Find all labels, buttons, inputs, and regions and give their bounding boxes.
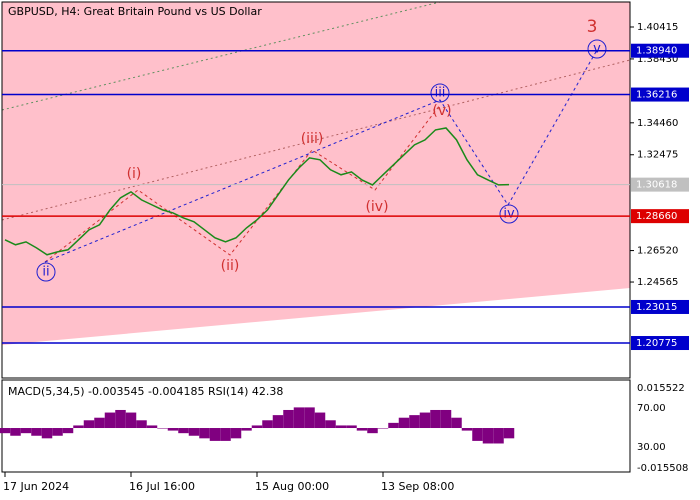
indicator-bar [52,428,63,436]
indicator-bar [430,409,441,429]
indicator-bar [146,425,158,429]
wave-label: ii [42,265,49,280]
y-tick-label: 1.38430 [637,54,678,65]
indicator-bar [73,425,84,429]
x-tick-label: 16 Jul 16:00 [129,480,195,493]
indicator-bar [409,415,420,429]
level-box [631,87,689,102]
indicator-bar [367,428,378,434]
indicator-tick-label: 70.00 [637,403,666,414]
indicator-bar [346,425,357,429]
wave-label: 3 [587,17,598,37]
x-tick-label: 13 Sep 08:00 [381,480,454,493]
indicator-bar [62,428,74,434]
indicator-bar [125,412,137,429]
indicator-bar [314,412,326,429]
indicator-tick-label: 30.00 [637,442,666,453]
indicator-bar [209,428,221,441]
y-tick-label: 1.26520 [637,246,678,257]
indicator-bar [419,412,431,429]
y-tick-label: 1.24565 [637,277,678,288]
wave-circle [430,83,450,103]
indicator-tick-label: 0.015522 [637,383,685,394]
indicator-bar [115,409,126,429]
y-tick-label: 1.40415 [637,22,678,33]
y-tick-label: 1.32475 [637,150,678,161]
wave-circle [36,262,56,282]
channel-line [1,1,441,111]
x-tick-label: 17 Jun 2024 [3,480,69,493]
indicator-bar [220,428,231,441]
indicator-bar [136,420,147,429]
wave-label: (v) [432,103,451,119]
indicator-bar [325,420,336,429]
indicator-bar [493,428,504,444]
indicator-bar [241,428,252,431]
level-label: 1.28660 [636,211,677,222]
indicator-bar [503,428,515,439]
indicator-bar [335,425,347,429]
wave-label: (iv) [365,199,388,215]
level-box [631,336,689,351]
level-label: 1.23015 [636,302,677,313]
indicator-bar [262,420,273,429]
indicator-bar [398,417,410,429]
indicator-bar [167,428,179,431]
wave-label: iv [503,207,515,222]
level-box [631,43,689,58]
indicator-bar [251,425,263,429]
price-line [4,127,510,256]
indicator-bar [388,422,399,429]
wave-circle [499,204,519,224]
wave-label: (i) [127,166,142,182]
wave-label: v [593,42,601,57]
indicator-bar [461,428,473,431]
indicator-tick-label: -0.015508 [637,463,688,474]
indicator-bar [31,428,42,436]
indicator-bar [472,428,483,441]
indicator-bar [199,428,210,439]
indicator-bar [83,420,95,429]
current-price-label: 1.30618 [636,180,677,191]
wave-path [44,104,441,263]
chart-title: GBPUSD, H4: Great Britain Pound vs US Do… [8,5,262,18]
indicator-bar [10,428,21,436]
wave-circle [587,39,607,59]
y-tick-label: 1.34460 [637,118,678,129]
wave-label: (iii) [301,131,324,147]
indicator-bar [178,428,189,434]
plot-frame [1,1,631,379]
indicator-frame [1,379,631,473]
indicator-bar [104,412,116,429]
channel-fill [2,2,630,345]
indicator-bar [451,417,462,429]
indicator-bar [293,407,305,429]
indicator-bar [20,428,32,434]
indicator-title: MACD(5,34,5) -0.003545 -0.004185 RSI(14)… [8,385,283,398]
wave-label: (ii) [221,258,240,274]
indicator-bar [157,428,168,429]
channel-line [1,59,631,221]
indicator-bar [356,428,368,431]
level-label: 1.36216 [636,90,677,101]
indicator-bar [482,428,494,444]
indicator-bar [0,428,11,434]
indicator-bar [41,428,53,439]
indicator-bar [94,417,105,429]
indicator-bar [440,409,452,429]
x-tick-label: 15 Aug 00:00 [255,480,329,493]
wave-label: iii [435,86,446,101]
indicator-bar [272,415,284,429]
level-label: 1.38940 [636,46,677,57]
indicator-bar [188,428,200,436]
indicator-bar [304,407,315,429]
current-price-box [631,177,689,192]
indicator-bar [230,428,242,439]
level-label: 1.20775 [636,338,677,349]
indicator-bar [377,428,389,429]
indicator-bar [283,409,294,429]
level-box [631,299,689,314]
level-box [631,209,689,224]
